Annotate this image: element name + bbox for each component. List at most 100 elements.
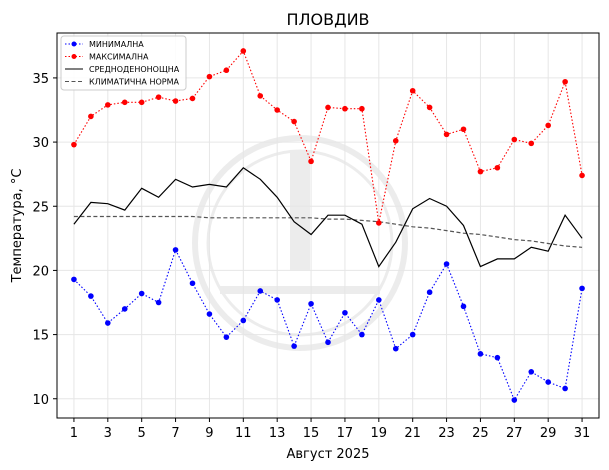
- data-point-min-temp: [528, 369, 535, 375]
- series-line-min-temp: [73, 248, 583, 402]
- data-point-max-temp: [359, 105, 365, 112]
- data-point-min-temp: [376, 297, 382, 303]
- series-climate-norm: [73, 215, 583, 248]
- data-point-max-temp: [138, 99, 145, 106]
- data-point-max-temp: [308, 158, 314, 165]
- data-point-min-temp: [545, 379, 551, 385]
- data-point-min-temp: [206, 311, 213, 317]
- y-tick-label: 25: [32, 200, 49, 215]
- data-point-min-temp: [71, 276, 77, 283]
- data-point-max-temp: [528, 140, 535, 147]
- data-point-max-temp: [392, 138, 399, 144]
- data-point-max-temp: [189, 95, 196, 102]
- data-point-min-temp: [562, 385, 568, 392]
- data-point-min-temp: [460, 303, 467, 310]
- data-point-min-temp: [477, 351, 484, 357]
- y-axis-label: Температура, °C: [10, 169, 25, 284]
- data-point-max-temp: [223, 67, 230, 74]
- x-tick-label: 17: [337, 426, 354, 441]
- y-tick-label: 20: [32, 264, 49, 279]
- data-point-min-temp: [359, 331, 365, 338]
- x-tick-label: 9: [205, 426, 213, 441]
- x-tick-label: 27: [506, 426, 523, 441]
- x-tick-label: 11: [235, 426, 252, 441]
- data-point-min-temp: [172, 247, 179, 253]
- legend-box: [60, 35, 187, 91]
- data-point-min-temp: [308, 300, 314, 307]
- x-tick-label: 5: [138, 426, 146, 441]
- data-point-max-temp: [426, 104, 433, 111]
- series-line-climate-norm: [73, 215, 583, 248]
- data-point-max-temp: [88, 113, 94, 120]
- data-point-max-temp: [155, 94, 162, 100]
- x-tick-label: 29: [540, 426, 557, 441]
- x-tick-label: 13: [269, 426, 286, 441]
- data-point-min-temp: [223, 334, 230, 340]
- series-mean-temp: [73, 167, 583, 268]
- x-tick-label: 21: [404, 426, 421, 441]
- x-tick-label: 3: [104, 426, 112, 441]
- x-tick-label: 7: [171, 426, 179, 441]
- data-point-max-temp: [409, 87, 416, 94]
- y-tick-label: 15: [32, 329, 49, 344]
- legend-label: МИНИМАЛНА: [89, 40, 144, 49]
- chart-title: ПЛОВДИВ: [286, 10, 369, 29]
- data-point-max-temp: [511, 136, 518, 143]
- data-point-max-temp: [172, 98, 179, 104]
- data-point-min-temp: [155, 299, 162, 306]
- data-point-max-temp: [105, 102, 111, 108]
- data-point-max-temp: [240, 48, 247, 54]
- data-point-max-temp: [545, 122, 551, 129]
- data-point-max-temp: [443, 131, 450, 138]
- series-line-mean-temp: [73, 167, 583, 268]
- x-tick-label: 23: [438, 426, 455, 441]
- data-point-min-temp: [409, 331, 416, 338]
- data-point-max-temp: [342, 105, 348, 112]
- data-point-min-temp: [121, 306, 128, 312]
- data-point-max-temp: [460, 126, 467, 133]
- x-tick-label: 1: [70, 426, 78, 441]
- data-point-min-temp: [240, 317, 247, 324]
- data-point-min-temp: [494, 354, 501, 361]
- data-point-min-temp: [342, 309, 348, 316]
- series-layer: [71, 48, 585, 403]
- data-point-min-temp: [88, 293, 94, 299]
- legend-label: СРЕДНОДЕНОНОЩНА: [89, 65, 180, 74]
- x-axis: 1 3 5 7 9 11 13 15 17 19 21 23 25 27 29 31: [70, 418, 591, 441]
- y-axis: 10 15 20 25 30 35: [32, 72, 57, 408]
- data-point-min-temp: [392, 345, 399, 352]
- plot-frame: [56, 32, 600, 419]
- data-point-max-temp: [325, 104, 331, 111]
- data-point-min-temp: [105, 320, 111, 326]
- data-point-min-temp: [189, 280, 196, 287]
- data-point-min-temp: [274, 297, 280, 303]
- data-point-min-temp: [426, 289, 433, 296]
- y-tick-label: 35: [32, 72, 49, 87]
- data-point-max-temp: [71, 141, 77, 148]
- x-tick-label: 25: [472, 426, 489, 441]
- legend-marker: [71, 41, 77, 47]
- data-point-max-temp: [121, 99, 128, 106]
- data-point-max-temp: [477, 168, 484, 175]
- y-tick-label: 30: [32, 136, 49, 151]
- legend-marker: [71, 54, 77, 59]
- x-tick-label: 31: [574, 426, 591, 441]
- data-point-min-temp: [443, 261, 450, 267]
- data-point-max-temp: [274, 107, 280, 113]
- data-point-min-temp: [579, 285, 585, 292]
- legend-label: МАКСИМАЛНА: [89, 53, 149, 62]
- series-min-temp: [71, 247, 585, 403]
- watermark-emblem: [192, 135, 408, 351]
- x-tick-label: 15: [303, 426, 320, 441]
- legend-label: КЛИМАТИЧНА НОРМА: [89, 78, 179, 87]
- data-point-max-temp: [579, 172, 585, 179]
- data-point-max-temp: [376, 220, 382, 226]
- data-point-min-temp: [291, 343, 297, 349]
- data-point-max-temp: [562, 78, 568, 85]
- data-point-max-temp: [206, 73, 213, 80]
- x-tick-label: 19: [371, 426, 388, 441]
- data-point-min-temp: [138, 290, 145, 297]
- y-tick-label: 10: [32, 393, 49, 408]
- data-point-min-temp: [325, 339, 331, 346]
